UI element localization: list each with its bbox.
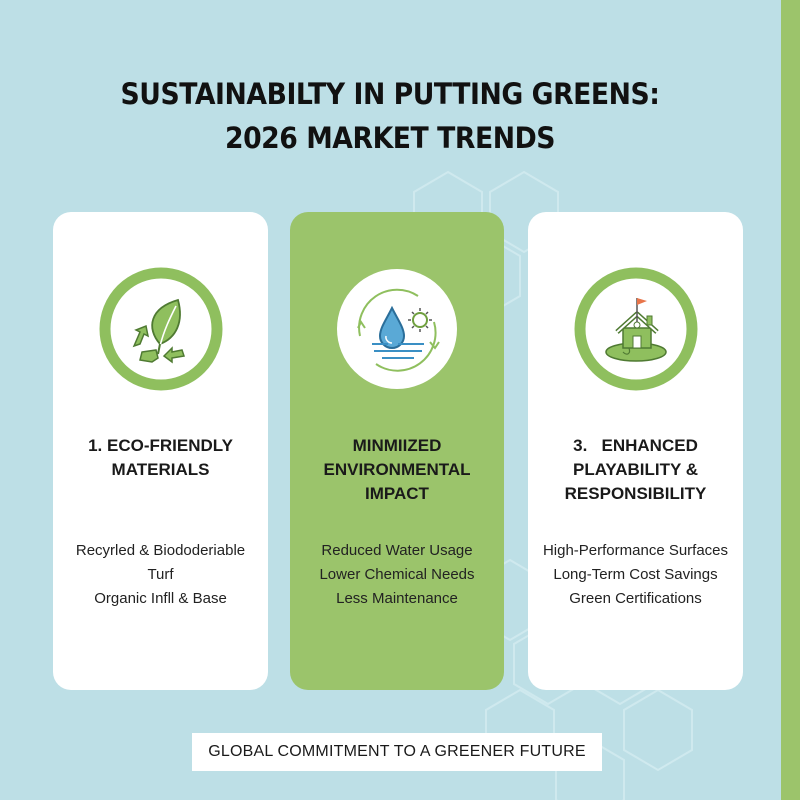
trend-card-eco-friendly-materials: 1. ECO-FRIENDLY MATERIALS Recyrled & Bio… <box>53 212 268 690</box>
golf-house-icon <box>573 266 699 392</box>
card-items: Recyrled & Biododeriable Turf Organic In… <box>57 539 264 611</box>
card-item: Lower Chemical Needs <box>319 566 475 583</box>
card-title-line: IMPACT <box>365 484 429 503</box>
card-item: High-Performance Surfaces <box>542 542 729 559</box>
footer-label: GLOBAL COMMITMENT TO A GREENER FUTURE <box>208 743 586 760</box>
card-title-line: MATERIALS <box>111 460 210 479</box>
card-item: Reduced Water Usage <box>321 542 473 559</box>
trend-card-enhanced-playability: 3. ENHANCED PLAYABILITY & RESPONSIBILITY… <box>528 212 743 690</box>
title-line-2: 2026 MARKET TRENDS <box>224 121 556 155</box>
card-item: Recyrled & Biododeriable <box>75 542 246 559</box>
card-title-line: ENVIRONMENTAL <box>323 460 471 479</box>
water-cycle-icon <box>334 266 460 392</box>
card-title: MINMIIZED ENVIRONMENTAL IMPACT <box>298 434 496 506</box>
title-line-1: SUSTAINABILTY IN PUTTING GREENS: <box>120 77 660 111</box>
card-title: 1. ECO-FRIENDLY MATERIALS <box>61 434 260 482</box>
card-title-line: PLAYABILITY & <box>572 460 699 479</box>
card-title-line: 1. ECO-FRIENDLY <box>88 436 233 455</box>
recycle-leaf-icon <box>98 266 224 392</box>
card-item: Organic Infll & Base <box>94 590 227 607</box>
trend-card-minimized-environmental-impact: MINMIIZED ENVIRONMENTAL IMPACT Reduced W… <box>290 212 504 690</box>
card-title-line: RESPONSIBILITY <box>564 484 707 503</box>
right-accent-stripe <box>781 0 800 800</box>
page-title: SUSTAINABILTY IN PUTTING GREENS: 2026 MA… <box>68 72 712 160</box>
footer-banner: GLOBAL COMMITMENT TO A GREENER FUTURE <box>192 733 602 771</box>
card-item: Green Certifications <box>569 590 702 607</box>
card-item: Long-Term Cost Savings <box>553 566 718 583</box>
card-title-line: 3. ENHANCED <box>573 436 698 455</box>
card-title-line: MINMIIZED <box>352 436 442 455</box>
card-title: 3. ENHANCED PLAYABILITY & RESPONSIBILITY <box>536 434 735 506</box>
card-item: Turf <box>147 566 174 583</box>
card-item: Less Maintenance <box>336 590 458 607</box>
card-items: High-Performance Surfaces Long-Term Cost… <box>532 539 739 611</box>
card-items: Reduced Water Usage Lower Chemical Needs… <box>294 539 500 611</box>
